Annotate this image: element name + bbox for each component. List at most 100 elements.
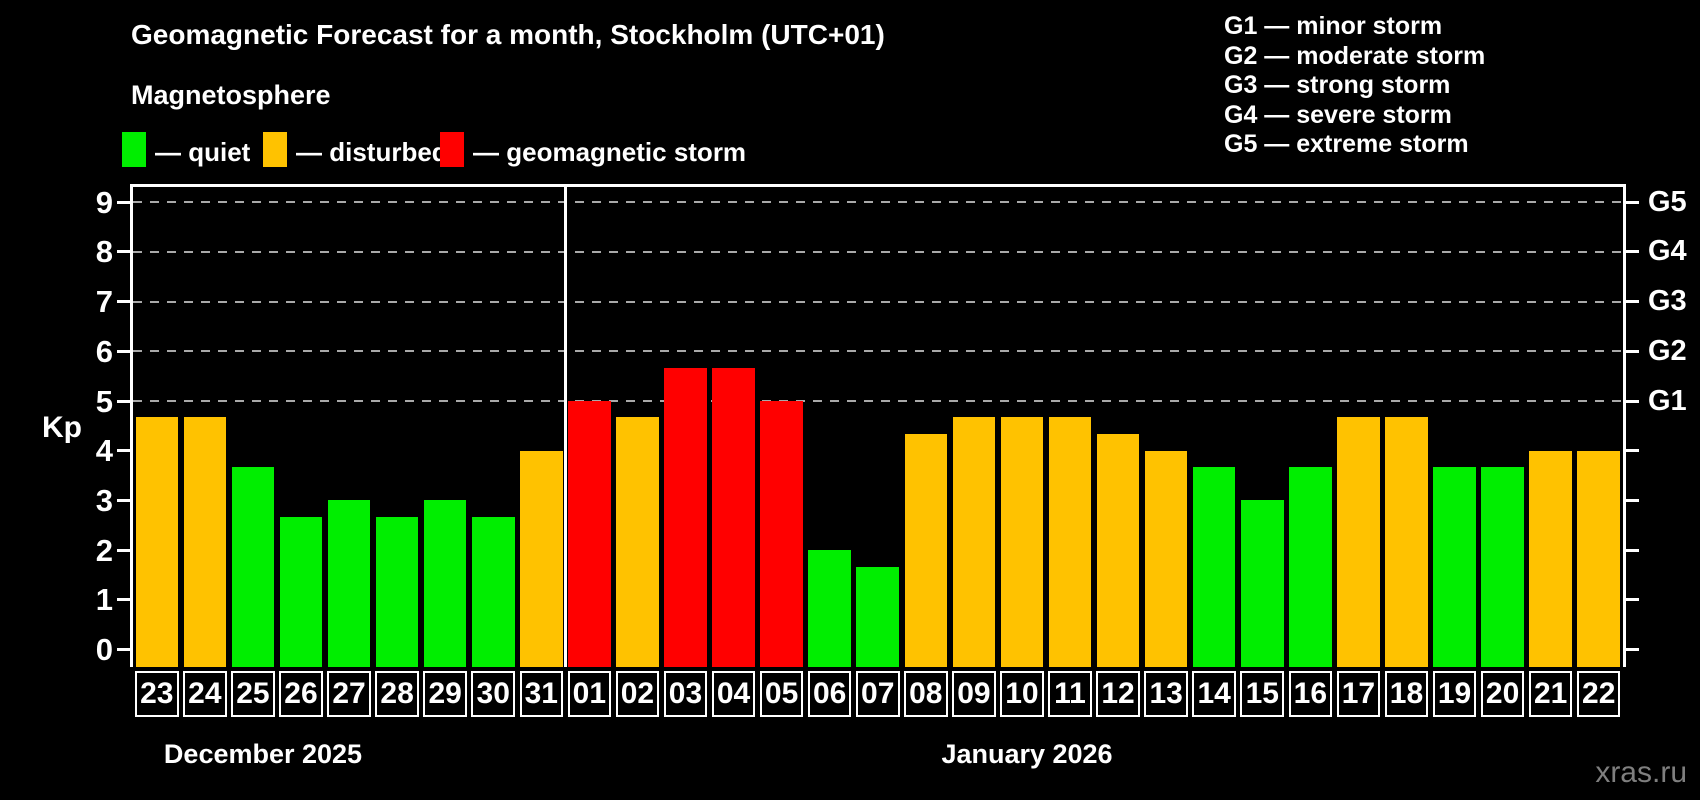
plot-top-border bbox=[130, 184, 1626, 187]
y-axis-tick-right-8 bbox=[1626, 250, 1639, 254]
day-box-16: 16 bbox=[1288, 671, 1333, 717]
day-box-13: 13 bbox=[1144, 671, 1188, 717]
kp-bar-18 bbox=[1385, 417, 1428, 667]
legend-label-quiet: — quiet bbox=[155, 137, 251, 167]
kp-bar-26 bbox=[279, 516, 323, 667]
kp-bar-03 bbox=[664, 367, 707, 667]
storm-scale-line: G3 — strong storm bbox=[1224, 71, 1451, 99]
kp-bar-12 bbox=[1096, 434, 1140, 667]
kp-bar-06 bbox=[808, 550, 851, 667]
kp-bar-30 bbox=[471, 516, 515, 667]
month-label-december: December 2025 bbox=[163, 739, 363, 769]
day-box-07: 07 bbox=[855, 671, 900, 717]
day-box-14: 14 bbox=[1192, 671, 1236, 717]
kp-bar-13 bbox=[1144, 450, 1188, 667]
kp-bar-08 bbox=[904, 434, 948, 667]
g-scale-label-G1: G1 bbox=[1648, 384, 1687, 417]
y-axis-tick-right-6 bbox=[1626, 349, 1639, 353]
g-scale-label-G3: G3 bbox=[1648, 285, 1687, 318]
day-box-22: 22 bbox=[1576, 671, 1621, 717]
kp-bar-21 bbox=[1529, 450, 1572, 667]
day-box-18: 18 bbox=[1384, 671, 1429, 717]
y-axis-label-5: 5 bbox=[95, 383, 113, 419]
day-box-30: 30 bbox=[471, 671, 515, 717]
month-divider-line bbox=[564, 187, 568, 667]
day-box-06: 06 bbox=[807, 671, 852, 717]
day-box-27: 27 bbox=[327, 671, 371, 717]
day-box-02: 02 bbox=[615, 671, 660, 717]
y-axis-tick-right-9 bbox=[1626, 200, 1639, 204]
kp-bar-29 bbox=[423, 500, 467, 667]
y-axis-label-8: 8 bbox=[95, 234, 113, 270]
storm-scale-line: G5 — extreme storm bbox=[1224, 130, 1469, 158]
y-axis-tick-left-3 bbox=[117, 498, 130, 502]
y-axis-label-2: 2 bbox=[95, 532, 113, 568]
y-axis-tick-left-8 bbox=[117, 250, 130, 254]
chart-title: Geomagnetic Forecast for a month, Stockh… bbox=[131, 19, 885, 50]
day-box-26: 26 bbox=[279, 671, 323, 717]
kp-bar-17 bbox=[1337, 417, 1380, 667]
day-box-08: 08 bbox=[904, 671, 948, 717]
kp-bar-25 bbox=[231, 467, 275, 667]
gridline-kp7 bbox=[133, 300, 1623, 303]
y-axis-tick-left-2 bbox=[117, 548, 130, 552]
day-box-12: 12 bbox=[1096, 671, 1140, 717]
y-axis-tick-right-3 bbox=[1626, 498, 1639, 502]
y-axis-label-0: 0 bbox=[95, 632, 113, 667]
y-axis-tick-left-5 bbox=[117, 399, 130, 403]
storm-scale-line: G4 — severe storm bbox=[1224, 100, 1452, 129]
day-box-19: 19 bbox=[1432, 671, 1477, 717]
day-box-17: 17 bbox=[1336, 671, 1381, 717]
kp-bar-15 bbox=[1240, 500, 1284, 667]
kp-bar-24 bbox=[183, 417, 227, 667]
kp-bar-16 bbox=[1289, 467, 1332, 667]
day-box-24: 24 bbox=[183, 671, 227, 717]
g-scale-label-G4: G4 bbox=[1648, 235, 1687, 268]
day-box-01: 01 bbox=[567, 671, 612, 717]
y-axis-tick-left-0 bbox=[117, 648, 130, 651]
day-box-04: 04 bbox=[711, 671, 756, 717]
gridline-kp9 bbox=[133, 201, 1623, 204]
kp-bar-27 bbox=[327, 500, 371, 667]
day-box-28: 28 bbox=[375, 671, 419, 717]
y-axis-tick-left-7 bbox=[117, 300, 130, 304]
day-box-05: 05 bbox=[759, 671, 804, 717]
y-axis-label-3: 3 bbox=[95, 482, 113, 518]
storm-scale-line: G2 — moderate storm bbox=[1224, 41, 1486, 70]
kp-bar-22 bbox=[1577, 450, 1620, 667]
gridline-kp6 bbox=[133, 350, 1623, 353]
y-axis-tick-left-4 bbox=[117, 449, 130, 453]
kp-bar-23 bbox=[135, 417, 179, 667]
kp-bar-01 bbox=[568, 401, 611, 667]
y-axis-tick-right-4 bbox=[1626, 449, 1639, 453]
y-axis-tick-right-7 bbox=[1626, 300, 1639, 304]
month-label-january: January 2026 bbox=[941, 739, 1113, 769]
y-axis-label-7: 7 bbox=[95, 284, 113, 320]
day-box-11: 11 bbox=[1048, 671, 1092, 717]
day-box-15: 15 bbox=[1240, 671, 1285, 717]
legend-label-storm: — geomagnetic storm bbox=[473, 137, 747, 167]
legend-label-disturbed: — disturbed bbox=[296, 137, 448, 167]
kp-bar-10 bbox=[1000, 417, 1044, 667]
y-axis-label-9: 9 bbox=[95, 184, 113, 220]
day-box-23: 23 bbox=[135, 671, 179, 717]
day-box-10: 10 bbox=[1000, 671, 1044, 717]
chart-subtitle: Magnetosphere bbox=[131, 80, 331, 110]
y-axis-tick-right-1 bbox=[1626, 598, 1639, 602]
watermark: xras.ru bbox=[1595, 756, 1687, 789]
gridline-kp5 bbox=[133, 400, 1623, 402]
day-box-25: 25 bbox=[231, 671, 275, 717]
y-axis-label-4: 4 bbox=[95, 433, 113, 469]
y-axis-label-6: 6 bbox=[95, 333, 113, 369]
day-box-09: 09 bbox=[952, 671, 996, 717]
kp-bar-14 bbox=[1192, 467, 1236, 667]
kp-bar-19 bbox=[1433, 467, 1476, 667]
y-axis-tick-left-6 bbox=[117, 349, 130, 353]
day-box-03: 03 bbox=[663, 671, 708, 717]
kp-bar-20 bbox=[1481, 467, 1524, 667]
y-axis-tick-right-5 bbox=[1626, 399, 1639, 403]
day-box-21: 21 bbox=[1528, 671, 1573, 717]
day-box-29: 29 bbox=[423, 671, 467, 717]
